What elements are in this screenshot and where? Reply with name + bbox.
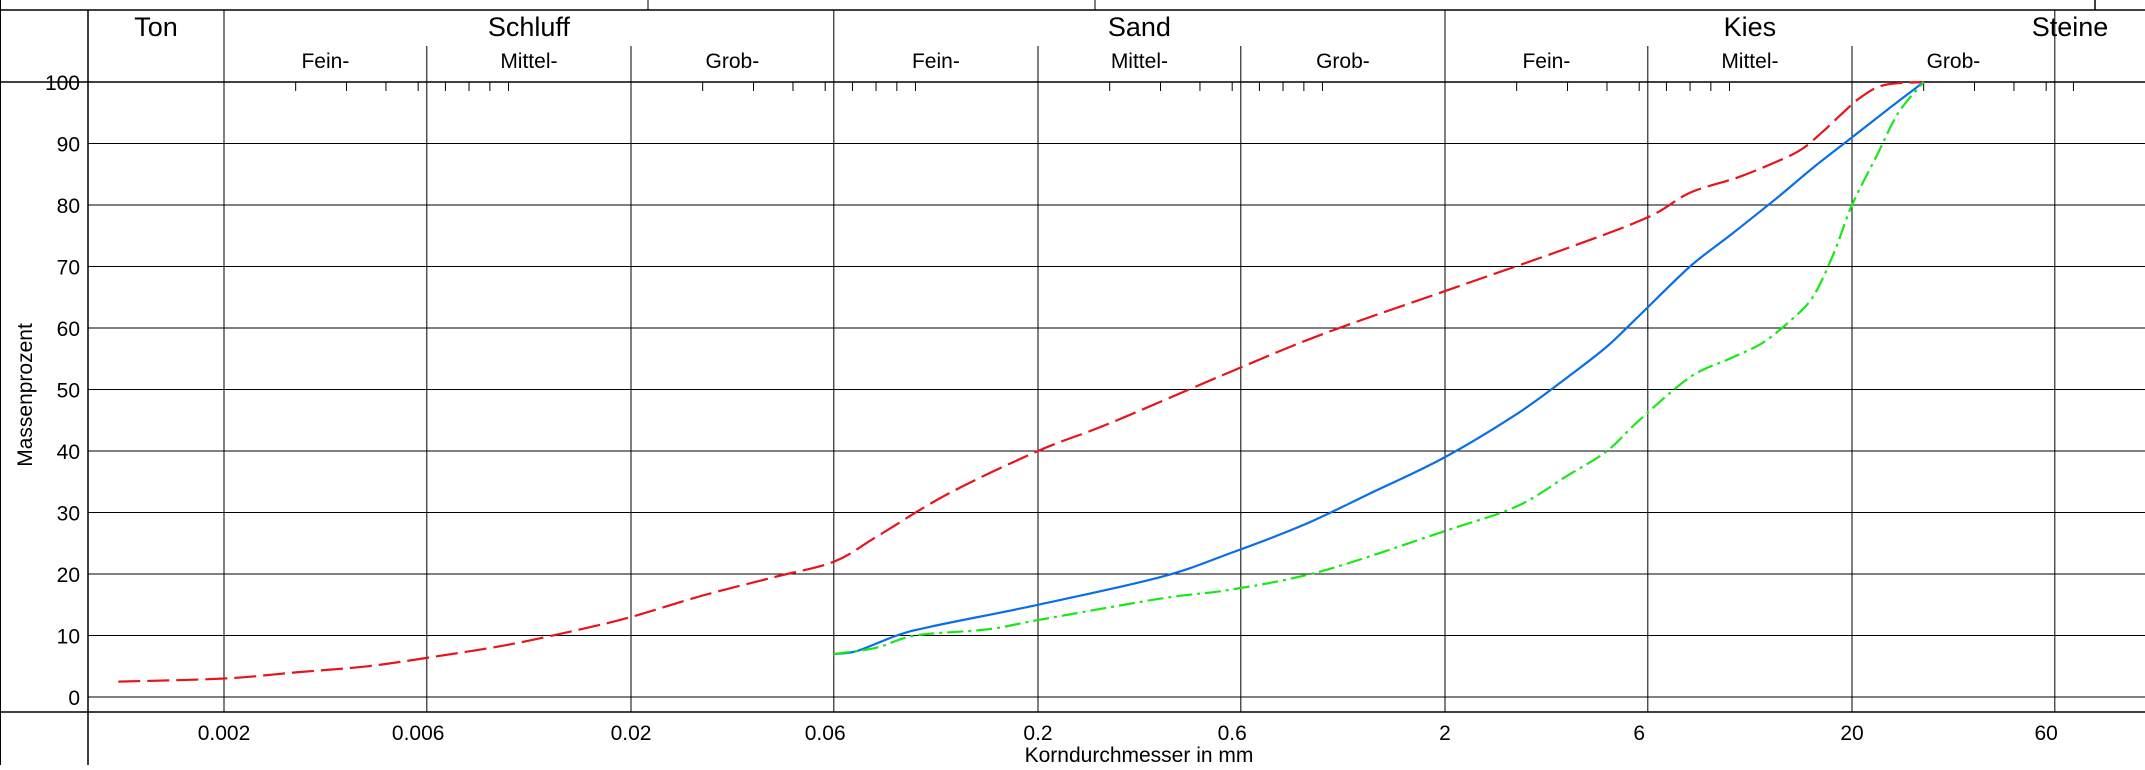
x-tick-label: 0.06 <box>805 722 846 745</box>
x-axis-title: Korndurchmesser in mm <box>1025 744 1254 765</box>
y-tick-label: 60 <box>57 318 80 341</box>
y-axis-title: Massenprozent <box>14 323 37 467</box>
x-tick-label: 20 <box>1840 722 1863 745</box>
band-label-ton: Ton <box>134 12 178 42</box>
x-tick-label: 0.006 <box>392 722 445 745</box>
band-header: Ton Schluff Sand Kies Steine Fein- Mittel- Grob… <box>134 12 2108 73</box>
band-label-kies: Kies <box>1724 12 1777 42</box>
subband-label: Fein- <box>1522 50 1570 73</box>
x-tick-label: 0.02 <box>611 722 652 745</box>
subband-label: Fein- <box>301 50 349 73</box>
y-tick-label: 0 <box>68 687 80 710</box>
subband-label: Grob- <box>706 50 760 73</box>
x-tick-label: 6 <box>1633 722 1645 745</box>
subband-label: Mittel- <box>1721 50 1778 73</box>
subband-label: Grob- <box>1927 50 1981 73</box>
y-tick-label: 40 <box>57 441 80 464</box>
subband-label: Mittel- <box>500 50 557 73</box>
series-line-2 <box>833 81 1925 656</box>
y-tick-label: 80 <box>57 195 80 218</box>
x-tick-label: 60 <box>2035 722 2058 745</box>
y-tick-label: 90 <box>57 134 80 157</box>
y-tick-label: 70 <box>57 257 80 280</box>
y-tick-label: 100 <box>45 72 80 95</box>
grid-lines <box>88 10 2145 712</box>
band-label-schluff: Schluff <box>488 12 571 42</box>
axes: 0 10 20 30 40 50 60 70 80 90 100 0.002 0.006 0.02 0.06… <box>14 72 2058 767</box>
series-line-1 <box>118 80 1924 683</box>
subband-label: Mittel- <box>1111 50 1168 73</box>
series-lines <box>118 80 1925 683</box>
band-label-sand: Sand <box>1108 12 1171 42</box>
series-line-3 <box>833 81 1925 656</box>
y-tick-label: 50 <box>57 380 80 403</box>
x-tick-label: 0.2 <box>1023 722 1052 745</box>
band-label-steine: Steine <box>2032 12 2109 42</box>
x-tick-label: 0.6 <box>1218 722 1247 745</box>
x-tick-label: 0.002 <box>198 722 251 745</box>
y-tick-label: 30 <box>57 503 80 526</box>
subband-label: Fein- <box>912 50 960 73</box>
y-tick-label: 20 <box>57 564 80 587</box>
x-tick-label: 2 <box>1439 722 1451 745</box>
subband-label: Grob- <box>1316 50 1370 73</box>
y-tick-label: 10 <box>57 626 80 649</box>
